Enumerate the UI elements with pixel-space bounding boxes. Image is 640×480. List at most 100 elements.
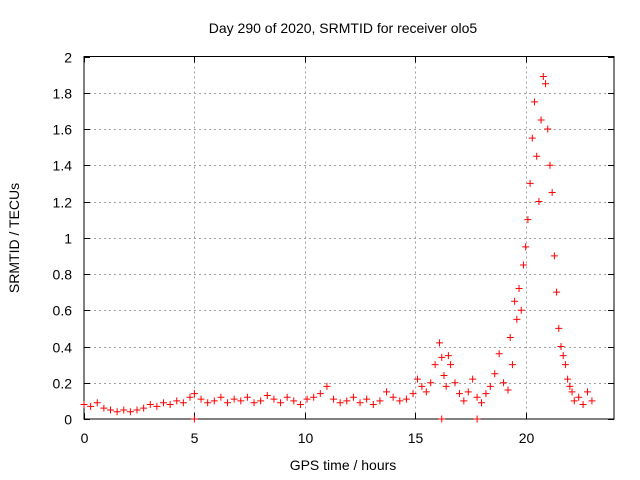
data-point — [217, 393, 225, 401]
data-point — [336, 399, 344, 407]
y-tick-label: 2 — [64, 50, 72, 66]
data-point — [455, 390, 463, 398]
points-layer — [80, 72, 596, 423]
x-axis-label: GPS time / hours — [290, 457, 397, 473]
grid-layer — [84, 56, 614, 419]
data-point — [93, 399, 101, 407]
data-point — [542, 80, 550, 88]
data-point — [290, 397, 298, 405]
data-point — [561, 361, 569, 369]
data-point — [343, 397, 351, 405]
data-point — [451, 379, 459, 387]
data-point — [349, 393, 357, 401]
data-point — [566, 382, 574, 390]
data-point — [316, 390, 324, 398]
data-point — [250, 399, 258, 407]
x-tick-label: 10 — [298, 430, 314, 446]
data-point — [87, 402, 95, 410]
data-point — [546, 161, 554, 169]
data-point — [263, 391, 271, 399]
data-point — [579, 401, 587, 408]
data-point — [511, 297, 519, 305]
data-point — [427, 379, 435, 387]
data-point — [197, 395, 205, 403]
y-tick-label: 1.4 — [53, 158, 73, 174]
data-point — [153, 402, 161, 410]
y-tick-label: 0.2 — [53, 376, 73, 392]
data-point — [186, 393, 194, 401]
data-point — [237, 397, 245, 405]
data-point — [486, 382, 494, 390]
x-tick-label: 5 — [191, 430, 199, 446]
data-point — [513, 315, 521, 323]
data-point — [283, 393, 291, 401]
data-point — [539, 72, 547, 80]
data-point — [126, 408, 134, 416]
data-point — [584, 388, 591, 396]
y-tick-label: 1.6 — [53, 122, 73, 138]
data-point — [524, 216, 532, 224]
y-tick-label: 1.8 — [53, 86, 73, 102]
data-point — [559, 352, 567, 360]
data-point — [120, 406, 128, 414]
data-point — [570, 397, 578, 405]
data-point — [369, 401, 377, 408]
data-point — [504, 386, 512, 394]
data-point — [413, 375, 421, 383]
data-point — [409, 390, 417, 398]
data-point — [383, 388, 391, 396]
data-point — [133, 406, 141, 414]
data-point — [557, 343, 565, 350]
data-point — [243, 393, 251, 401]
data-point — [506, 333, 514, 341]
data-point — [533, 152, 541, 160]
data-point — [438, 415, 446, 423]
data-point — [473, 415, 481, 423]
data-point — [356, 399, 364, 407]
data-point — [500, 379, 508, 387]
data-point — [389, 393, 397, 401]
data-point — [113, 408, 121, 416]
data-point — [555, 324, 563, 332]
data-point — [438, 353, 446, 361]
data-point — [508, 361, 516, 369]
data-point — [160, 399, 167, 407]
data-point — [528, 134, 536, 142]
data-point — [447, 361, 455, 369]
y-tick-label: 0.8 — [53, 267, 73, 283]
data-point — [323, 382, 331, 390]
y-tick-label: 1 — [64, 231, 72, 247]
data-point — [190, 415, 198, 423]
x-tick-label: 20 — [519, 430, 535, 446]
data-point — [553, 288, 561, 296]
data-point — [431, 361, 439, 369]
y-tick-label: 0.6 — [53, 303, 73, 319]
data-point — [544, 125, 552, 133]
data-point — [179, 399, 187, 407]
data-point — [166, 401, 174, 408]
data-point — [531, 98, 538, 106]
data-point — [444, 352, 452, 360]
data-point — [442, 382, 450, 390]
data-point — [107, 406, 114, 414]
data-point — [460, 397, 468, 405]
data-point — [548, 188, 556, 196]
data-point — [363, 395, 371, 403]
data-point — [564, 375, 572, 383]
data-point — [517, 306, 525, 314]
data-point — [173, 397, 181, 405]
data-point — [478, 399, 485, 407]
data-point — [257, 397, 265, 405]
data-point — [522, 243, 530, 251]
data-point — [550, 252, 558, 260]
plot-frame — [83, 56, 615, 420]
data-point — [277, 399, 285, 407]
data-point — [535, 198, 543, 205]
data-point — [436, 339, 444, 347]
data-point — [422, 388, 430, 396]
data-point — [495, 350, 503, 358]
data-point — [224, 399, 232, 407]
data-point — [376, 397, 384, 405]
y-tick-label: 0.4 — [53, 340, 73, 356]
x-tick-label: 0 — [81, 430, 89, 446]
